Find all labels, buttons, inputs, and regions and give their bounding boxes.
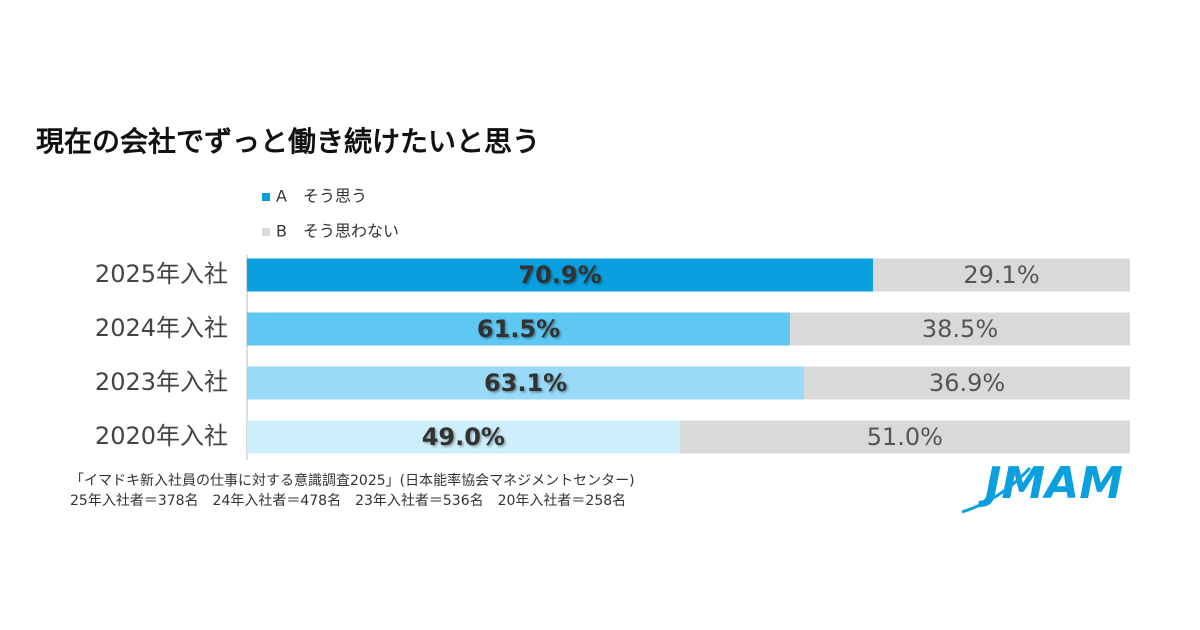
value-label: 36.9%: [929, 369, 1005, 397]
logo-swoosh: [961, 466, 1032, 514]
bar-segment: [247, 366, 805, 400]
value-label: 29.1%: [963, 261, 1039, 289]
value-label: 51.0%: [867, 423, 943, 451]
legend-swatch: [262, 193, 270, 201]
bar-segment: [790, 312, 1130, 346]
bar-segment: [679, 420, 1130, 454]
legend-swatch: [262, 228, 270, 236]
value-label: 49.0%: [422, 423, 505, 451]
bar-segment: [247, 312, 791, 346]
value-label: 38.5%: [922, 315, 998, 343]
bar-segment: [873, 258, 1130, 292]
legend-label: B そう思わない: [276, 222, 399, 241]
source-note: 「イマドキ新入社員の仕事に対する意識調査2025」(日本能率協会マネジメントセン…: [70, 472, 635, 489]
value-label: 63.1%: [484, 369, 567, 397]
logo: JMAM: [977, 458, 1123, 509]
category-label: 2025年入社: [95, 260, 228, 288]
value-label: 70.9%: [518, 261, 601, 289]
bar-segment: [804, 366, 1130, 400]
bar-segment: [247, 420, 680, 454]
category-label: 2020年入社: [95, 422, 228, 450]
category-label: 2023年入社: [95, 368, 228, 396]
legend-label: A そう思う: [276, 187, 367, 206]
bar-segment: [247, 258, 874, 292]
chart-title: 現在の会社でずっと働き続けたいと思う: [36, 125, 540, 158]
value-label: 61.5%: [477, 315, 560, 343]
category-label: 2024年入社: [95, 314, 228, 342]
sample-note: 25年入社者＝378名 24年入社者＝478名 23年入社者＝536名 20年入…: [70, 493, 626, 509]
